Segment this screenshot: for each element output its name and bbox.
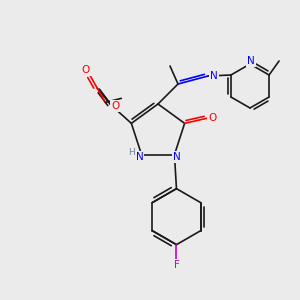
Text: N: N	[136, 152, 143, 162]
Text: N: N	[172, 152, 180, 162]
Text: H: H	[128, 148, 135, 157]
Text: O: O	[81, 65, 89, 75]
Text: N: N	[210, 71, 218, 81]
Text: O: O	[208, 113, 217, 123]
Text: O: O	[111, 101, 119, 111]
Text: F: F	[173, 260, 179, 270]
Text: N: N	[247, 56, 255, 66]
